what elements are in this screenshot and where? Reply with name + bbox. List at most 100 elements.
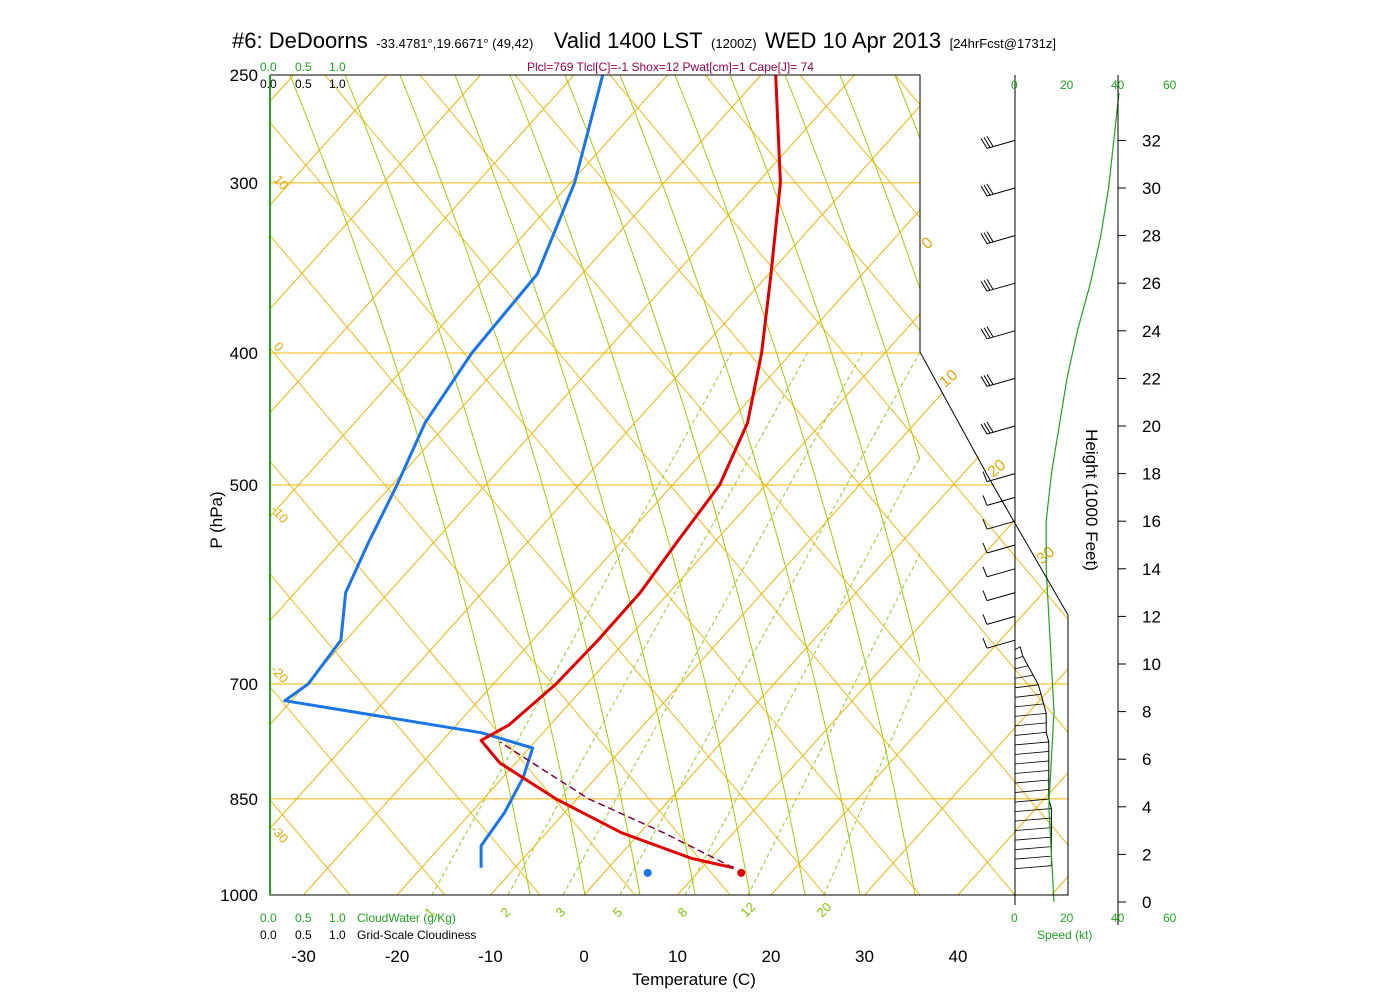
height-tick-16: 16 xyxy=(1142,512,1161,531)
wind-barb-flag xyxy=(986,231,994,242)
wind-barb-staff xyxy=(986,496,1016,506)
moist-adiabat-line xyxy=(839,75,920,291)
wind-barb-staff xyxy=(986,235,1016,245)
wind-barb-staff xyxy=(986,473,1016,483)
temp-tick-40: 40 xyxy=(949,947,968,966)
height-tick-24: 24 xyxy=(1142,322,1161,341)
wind-barb-flag xyxy=(983,137,991,148)
wind-speed-segment xyxy=(1014,751,1049,755)
mixing-ratio-label-3: 3 xyxy=(553,904,569,920)
moist-adiabat-line xyxy=(1005,75,1245,895)
sounding-parameters: Plcl=769 Tlcl[C]=-1 Shox=12 Pwat[cm]=1 C… xyxy=(527,60,814,74)
height-tick-12: 12 xyxy=(1142,607,1161,626)
dewpoint-profile-line xyxy=(283,74,605,868)
wind-speed-segment xyxy=(1014,770,1049,774)
mixing-ratio-line xyxy=(747,552,920,895)
wind-barb-flag xyxy=(986,421,994,433)
dry-adiabat-line xyxy=(989,75,1068,895)
wind-barb xyxy=(982,542,1016,554)
utc-time: (1200Z) xyxy=(711,36,757,51)
wind-barb-flag xyxy=(983,375,991,386)
wind-speed-segment xyxy=(1014,817,1052,822)
dry-adiabat-line xyxy=(1275,75,1400,895)
isotherm-label: -10 xyxy=(268,502,292,526)
valid-date: WED 10 Apr 2013 xyxy=(765,28,941,53)
wind-barb-staff xyxy=(986,330,1016,340)
wind-speed-segment xyxy=(1014,846,1052,851)
dry-adiabat-line xyxy=(270,75,541,895)
pressure-tick-700: 700 xyxy=(230,675,258,694)
title-line: #6: DeDoorns -33.4781°,19.6671° (49,42) … xyxy=(232,28,1056,53)
wind-speed-segment xyxy=(1014,855,1052,860)
isotherm-label: 10 xyxy=(271,172,292,193)
wind-speed-segment xyxy=(1014,865,1052,870)
dry-adiabat-line xyxy=(419,75,1068,895)
wind-speed-segment xyxy=(1014,674,1034,679)
pressure-tick-500: 500 xyxy=(230,476,258,495)
wind-panel xyxy=(980,75,1120,905)
wind-barb xyxy=(980,326,1016,340)
station-coords: -33.4781°,19.6671° (49,42) xyxy=(376,36,533,51)
surface-dewpoint-marker xyxy=(643,868,652,877)
wind-speed-segment xyxy=(1014,741,1049,746)
wind-speed-segment xyxy=(1014,712,1047,717)
wind-barb xyxy=(980,136,1016,149)
height-tick-4: 4 xyxy=(1142,798,1151,817)
mixing-ratio-label-20: 20 xyxy=(814,899,835,920)
height-tick-26: 26 xyxy=(1142,274,1161,293)
dry-adiabat-line xyxy=(324,75,1016,895)
wind-barb xyxy=(980,421,1016,435)
temp-tick-0: 0 xyxy=(579,947,588,966)
wind-barb-flag xyxy=(980,138,988,149)
wind-barb xyxy=(980,231,1016,245)
wind-speed-segment xyxy=(1014,684,1039,689)
mixing-ratio-line xyxy=(562,351,864,895)
sounding-profiles xyxy=(283,74,782,877)
wind-barb-staff xyxy=(986,425,1016,435)
isotherm-line xyxy=(270,75,949,895)
mixing-ratio-line xyxy=(431,351,733,895)
wind-barb xyxy=(980,278,1016,292)
pressure-tick-400: 400 xyxy=(230,344,258,363)
height-tick-10: 10 xyxy=(1142,655,1161,674)
isotherm-line xyxy=(864,75,1068,895)
wind-barb-staff xyxy=(986,139,1016,149)
dry-adiabat-label: 10 xyxy=(937,367,962,392)
wind-speed-segment xyxy=(1014,836,1052,841)
wind-barb-staff xyxy=(986,520,1016,530)
isotherm-line xyxy=(303,75,1042,895)
temp-tick-20: 20 xyxy=(762,947,781,966)
wind-speed-segment xyxy=(1014,703,1044,708)
wind-barb-flag xyxy=(983,184,991,196)
wind-barb xyxy=(980,183,1016,197)
wind-barb xyxy=(982,519,1016,530)
wind-barb-staff xyxy=(986,187,1016,197)
mixing-ratio-label-2: 2 xyxy=(498,904,514,920)
isotherm-line xyxy=(770,75,1068,895)
mixing-ratio-line xyxy=(619,351,920,895)
cloudwater-label: CloudWater (g/Kg) xyxy=(357,911,456,925)
isotherm-line xyxy=(270,75,481,895)
mixing-ratio-line xyxy=(507,351,809,895)
mixing-ratio-label-12: 12 xyxy=(738,899,759,920)
mixing-ratio-label-8: 8 xyxy=(675,904,691,920)
speed-bottom-60: 60 xyxy=(1163,911,1177,925)
wind-barb-staff xyxy=(986,377,1016,387)
speed-scale: 0 20 40 60 0 20 40 60 Speed (kt) xyxy=(1011,78,1177,942)
wind-barb xyxy=(982,590,1016,602)
plot-frame xyxy=(269,74,1069,896)
wind-barb-flag xyxy=(986,278,994,290)
dry-adiabat-line xyxy=(609,75,1068,895)
wind-barb-flag xyxy=(982,471,988,482)
isotherm-line xyxy=(270,75,855,895)
wind-barb-flag xyxy=(986,374,994,385)
surface-temperature-marker xyxy=(737,868,746,877)
x-axis-title: Temperature (C) xyxy=(632,970,756,989)
moist-adiabat-line xyxy=(784,75,920,462)
cloud-top-green-2: 1.0 xyxy=(329,60,346,74)
wind-barb xyxy=(982,638,1016,649)
wind-barb-flag xyxy=(980,376,988,387)
temp-tick--30: -30 xyxy=(291,947,316,966)
wind-speed-segment xyxy=(1014,827,1052,831)
wind-speed-segment xyxy=(1014,760,1049,765)
